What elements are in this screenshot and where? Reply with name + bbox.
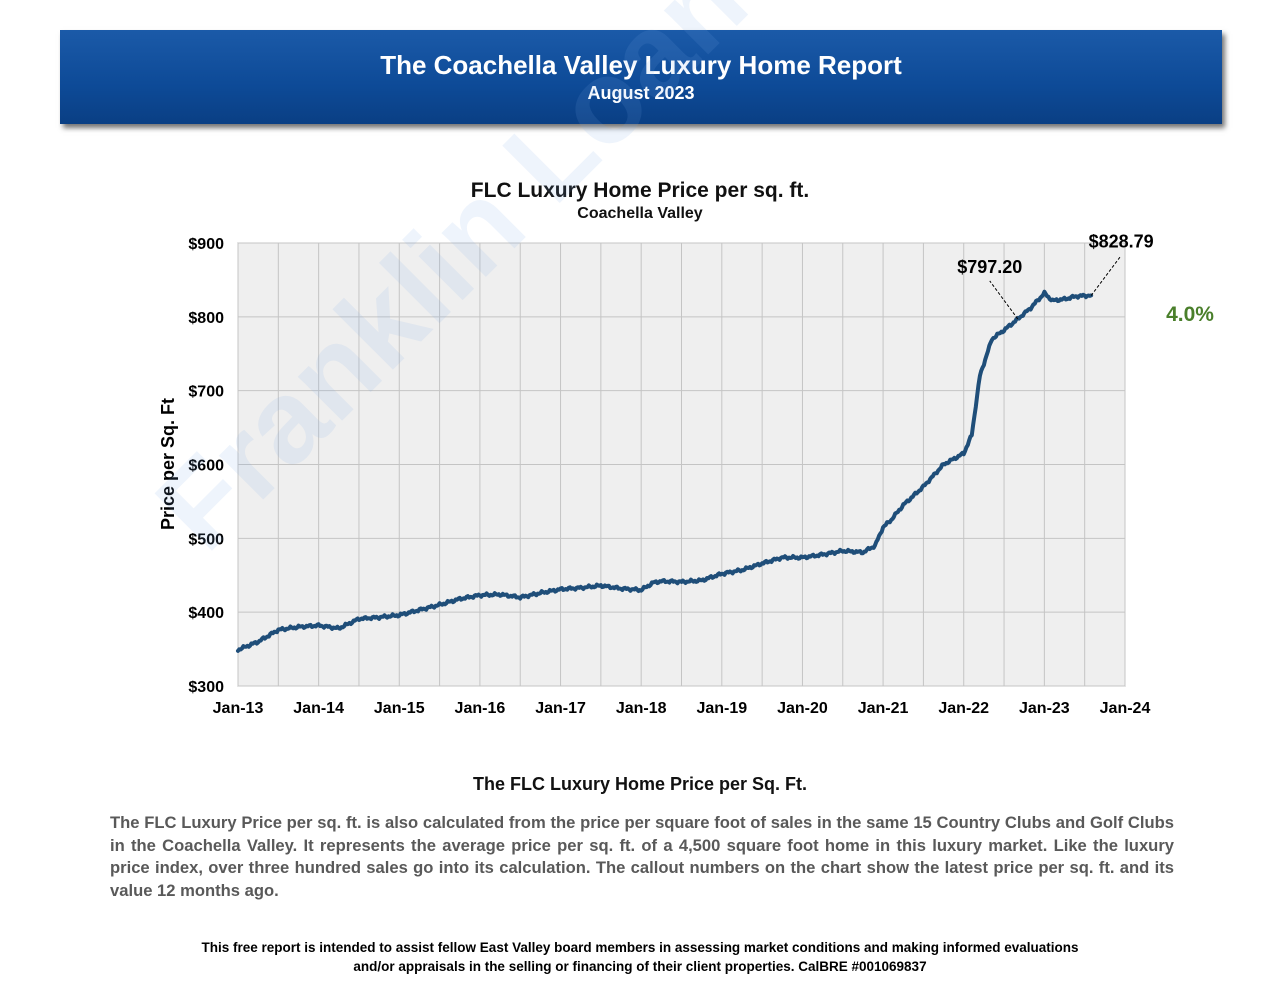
x-tick-label: Jan-24 — [1100, 700, 1151, 717]
callout-label: $797.20 — [957, 257, 1022, 277]
y-tick-label: $800 — [188, 310, 224, 327]
y-axis-label: Price per Sq. Ft — [158, 398, 178, 530]
x-tick-label: Jan-17 — [535, 700, 586, 717]
price-chart: FLC Luxury Home Price per sq. ft. Coache… — [158, 179, 1214, 717]
x-axis-ticks: Jan-13 Jan-14 Jan-15 Jan-16 Jan-17 Jan-18 Jan-… — [213, 700, 1151, 717]
callouts: $797.20 $828.79 — [957, 232, 1154, 320]
x-tick-label: Jan-22 — [938, 700, 989, 717]
report-date: August 2023 — [587, 83, 695, 103]
x-tick-label: Jan-18 — [616, 700, 667, 717]
y-tick-label: $700 — [188, 384, 224, 401]
x-tick-label: Jan-23 — [1019, 700, 1070, 717]
callout-leader — [989, 280, 1019, 320]
y-tick-label: $500 — [188, 531, 224, 548]
chart-title: FLC Luxury Home Price per sq. ft. — [471, 179, 809, 202]
report-banner: The Coachella Valley Luxury Home Report … — [60, 30, 1222, 124]
x-tick-label: Jan-21 — [858, 700, 909, 717]
footer-line-1: This free report is intended to assist f… — [201, 940, 1079, 955]
x-tick-label: Jan-14 — [293, 700, 344, 717]
gridlines — [237, 242, 1126, 687]
x-tick-label: Jan-16 — [455, 700, 506, 717]
x-tick-label: Jan-20 — [777, 700, 828, 717]
callout-label: $828.79 — [1089, 232, 1154, 252]
chart-subtitle: Coachella Valley — [577, 205, 703, 222]
x-tick-label: Jan-13 — [213, 700, 264, 717]
y-tick-label: $300 — [188, 679, 224, 696]
x-tick-label: Jan-19 — [696, 700, 747, 717]
y-axis-ticks: $300 $400 $500 $600 $700 $800 $900 — [188, 236, 224, 696]
section-description: The FLC Luxury Price per sq. ft. is also… — [110, 813, 1174, 900]
y-tick-label: $400 — [188, 605, 224, 622]
series-line — [236, 289, 1094, 653]
section-title: The FLC Luxury Home Price per Sq. Ft. — [472, 774, 808, 794]
footer-line-2: and/or appraisals in the selling or fina… — [353, 959, 927, 974]
report-title: The Coachella Valley Luxury Home Report — [380, 50, 902, 80]
footer-disclaimer: This free report is intended to assist f… — [0, 938, 1280, 976]
y-tick-label: $900 — [188, 236, 224, 253]
change-percent: 4.0% — [1166, 303, 1214, 326]
callout-leader — [1090, 255, 1122, 296]
x-tick-label: Jan-15 — [374, 700, 425, 717]
y-tick-label: $600 — [188, 458, 224, 475]
